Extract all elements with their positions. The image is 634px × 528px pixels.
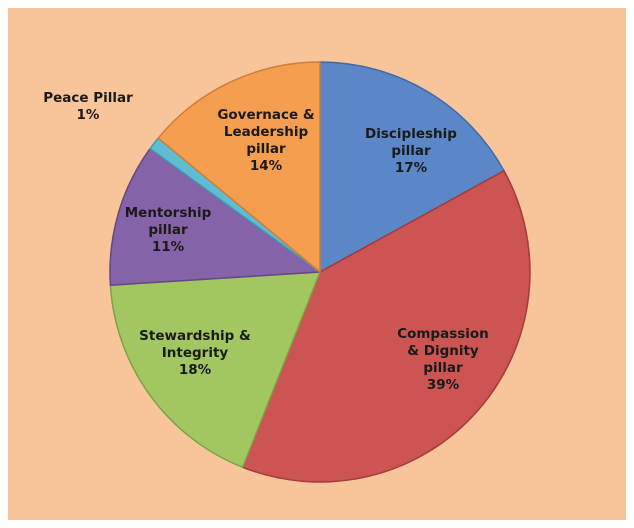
- slice-label-line: Leadership: [224, 124, 309, 140]
- pie-slice-compassion-dignity: [241, 170, 531, 483]
- slice-label-line: Mentorship: [125, 205, 212, 221]
- slice-label-mentorship: Mentorship pillar 11%: [125, 205, 212, 255]
- pie-chart: Discipleship pillar 17%Compassion & Dignity…: [43, 61, 531, 483]
- slice-label-line: Integrity: [162, 345, 229, 361]
- slice-label-discipleship: Discipleship pillar 17%: [365, 126, 457, 176]
- slice-percent: 17%: [395, 160, 428, 176]
- slice-label-line: pillar: [391, 143, 431, 159]
- slice-label-line: pillar: [246, 141, 286, 157]
- slice-label-line: Stewardship &: [139, 328, 251, 344]
- slice-percent: 1%: [77, 107, 100, 123]
- slice-percent: 18%: [179, 362, 212, 378]
- slice-label-line: pillar: [148, 222, 188, 238]
- pie-slice-governance-leadership: [157, 61, 321, 273]
- slice-label-line: Peace Pillar: [43, 90, 133, 106]
- slice-percent: 39%: [427, 377, 460, 393]
- slice-label-peace: Peace Pillar 1%: [43, 90, 133, 123]
- slice-label-line: pillar: [423, 360, 463, 376]
- pie-slice-discipleship: [319, 61, 505, 273]
- slice-label-governance-leadership: Governace & Leadership pillar 14%: [217, 107, 315, 174]
- slice-percent: 11%: [152, 239, 185, 255]
- slice-label-compassion-dignity: Compassion & Dignity pillar 39%: [397, 326, 489, 393]
- pie-labels: Discipleship pillar 17%Compassion & Dignity…: [43, 90, 489, 393]
- slice-label-line: & Dignity: [407, 343, 479, 359]
- slice-label-line: Discipleship: [365, 126, 457, 142]
- slice-label-line: Compassion: [397, 326, 489, 342]
- pie-slices: [109, 61, 531, 483]
- slice-label-line: Governace &: [217, 107, 315, 123]
- slice-percent: 14%: [250, 158, 283, 174]
- pie-slice-stewardship-integrity: [109, 271, 321, 468]
- chart-panel: Discipleship pillar 17% Compassion & Dignity…: [8, 8, 626, 520]
- slice-label-stewardship-integrity: Stewardship & Integrity 18%: [139, 328, 251, 378]
- pie-slice-mentorship: [109, 147, 321, 286]
